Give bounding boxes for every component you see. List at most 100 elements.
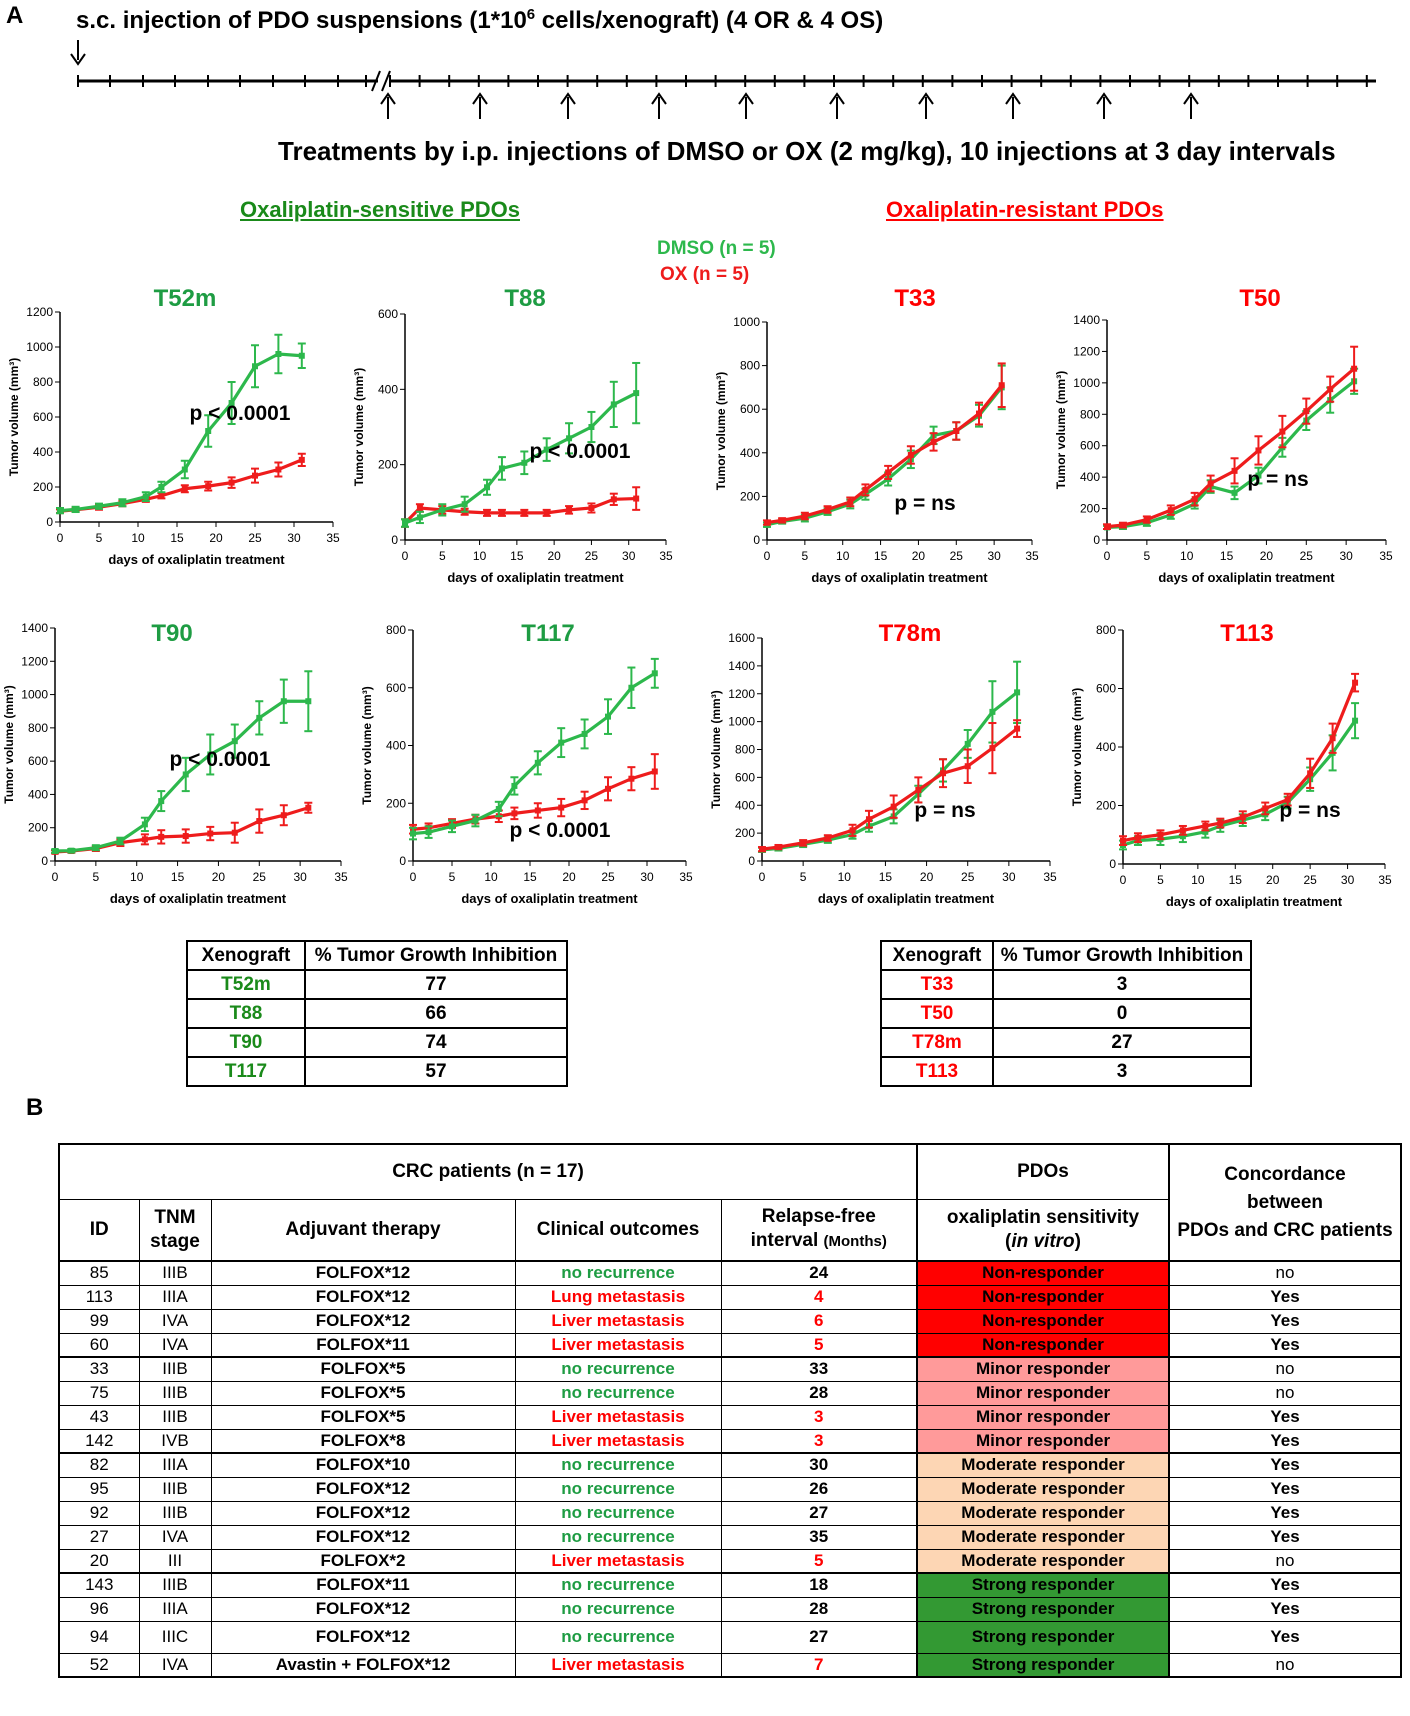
tnm-stage: IIIC	[138, 1620, 211, 1653]
concordance-line-2: between	[1246, 1191, 1324, 1213]
data-point	[628, 684, 635, 691]
chart-T52m: 0 5 10 15 20 25 30 35 0 200 400 600 800 1000 1200 days …	[7, 285, 340, 567]
p-value-annotation: p = ns	[894, 492, 955, 515]
y-axis-label: Tumor volume (mm³)	[360, 686, 374, 804]
adjuvant-therapy: FOLFOX*5	[210, 1380, 515, 1405]
series-line	[761, 691, 1019, 852]
concordance: Yes	[1168, 1284, 1402, 1309]
data-point	[1329, 735, 1336, 742]
data-point	[1303, 408, 1310, 415]
x-tick-label: 25	[248, 531, 262, 545]
clinical-outcome: Liver metastasis	[514, 1404, 721, 1429]
concordance: no	[1168, 1548, 1402, 1573]
x-tick-label: 0	[402, 549, 409, 563]
relapse-free-interval: 3	[720, 1404, 917, 1429]
chart-title: T33	[894, 285, 935, 312]
table-row: 94 IIIC FOLFOX*12 no recurrence 27 Strong res…	[58, 1620, 1402, 1653]
x-tick-label: 10	[836, 549, 850, 563]
data-point	[158, 798, 165, 805]
x-tick-label: 35	[326, 531, 340, 545]
relapse-free-interval: 24	[720, 1260, 917, 1285]
concordance: Yes	[1168, 1452, 1402, 1477]
table-row: 95 IIIB FOLFOX*12 no recurrence 26 Moderate r…	[58, 1476, 1402, 1501]
x-tick-label: 20	[562, 870, 576, 884]
data-point	[1179, 827, 1186, 834]
table-row: 96 IIIA FOLFOX*12 no recurrence 28 Strong res…	[58, 1596, 1402, 1621]
x-axis-label: days of oxaliplatin treatment	[818, 891, 995, 906]
data-point	[1351, 365, 1358, 372]
data-point	[1231, 489, 1238, 496]
adjuvant-therapy: FOLFOX*12	[210, 1308, 515, 1333]
data-point	[953, 428, 960, 434]
data-point	[847, 498, 854, 505]
data-point	[558, 804, 565, 811]
col-therapy: Adjuvant therapy	[210, 1198, 515, 1261]
xenograft-id: T113	[880, 1056, 994, 1087]
data-point	[117, 838, 124, 845]
data-point	[633, 390, 640, 397]
chart-title: T88	[504, 285, 545, 312]
y-tick-label: 400	[378, 382, 398, 396]
x-tick-label: 10	[484, 870, 498, 884]
y-tick-label: 0	[1093, 533, 1100, 547]
y-tick-label: 600	[1096, 682, 1116, 696]
series-line	[59, 352, 302, 513]
adjuvant-therapy: FOLFOX*12	[210, 1620, 515, 1653]
chart-T117: 0 5 10 15 20 25 30 35 0 200 400 600 800 days of oxali…	[360, 620, 693, 906]
chart-T113: 0 5 10 15 20 25 30 35 0 200 400 600 800 days of oxali…	[1070, 620, 1392, 909]
tnm-stage: IIIB	[138, 1500, 211, 1525]
group-pdos: PDOs	[916, 1143, 1169, 1199]
table-row: 99 IVA FOLFOX*12 Liver metastasis 6 Non-respo…	[58, 1308, 1402, 1333]
x-tick-label: 35	[1378, 873, 1392, 887]
data-point	[1207, 480, 1214, 487]
y-axis-label: Tumor volume (mm³)	[352, 368, 366, 486]
data-point	[449, 823, 455, 830]
col-sens-line-2: in vitro	[1011, 1230, 1075, 1252]
y-tick-label: 400	[740, 446, 760, 460]
data-point	[207, 830, 214, 837]
y-tick-label: 1400	[21, 621, 48, 635]
series-line	[1106, 367, 1356, 529]
patient-id: 92	[58, 1500, 139, 1525]
x-tick-label: 5	[1144, 549, 1151, 563]
data-point	[252, 363, 258, 370]
data-point	[764, 519, 770, 526]
adjuvant-therapy: FOLFOX*5	[210, 1356, 515, 1381]
data-point	[907, 451, 914, 458]
x-tick-label: 30	[293, 870, 307, 884]
data-point	[1231, 467, 1238, 474]
data-point	[1179, 833, 1186, 840]
y-tick-label: 1400	[1073, 313, 1100, 327]
y-tick-label: 400	[386, 739, 406, 753]
x-tick-label: 10	[838, 870, 852, 884]
x-tick-label: 15	[510, 549, 524, 563]
clinical-outcome: Liver metastasis	[514, 1332, 721, 1357]
patient-id: 82	[58, 1452, 139, 1477]
patient-id: 85	[58, 1260, 139, 1285]
tnm-stage: IIIA	[138, 1452, 211, 1477]
patient-id: 95	[58, 1476, 139, 1501]
patient-id: 142	[58, 1428, 139, 1453]
concordance: Yes	[1168, 1500, 1402, 1525]
series-DMSO	[1103, 367, 1359, 531]
relapse-free-interval: 35	[720, 1524, 917, 1549]
x-tick-label: 15	[171, 870, 185, 884]
data-point	[610, 401, 617, 408]
data-point	[759, 846, 765, 853]
x-tick-label: 5	[449, 870, 456, 884]
tgi-value: 0	[992, 998, 1252, 1029]
table-row: 20 III FOLFOX*2 Liver metastasis 5 Moderate r…	[58, 1548, 1402, 1573]
pdo-response: Non-responder	[916, 1332, 1169, 1357]
concordance: no	[1168, 1356, 1402, 1381]
x-tick-label: 10	[1180, 549, 1194, 563]
concordance: Yes	[1168, 1308, 1402, 1333]
clinical-outcome: Liver metastasis	[514, 1652, 721, 1678]
data-point	[1217, 820, 1224, 827]
data-point	[425, 829, 432, 836]
relapse-free-interval: 5	[720, 1548, 917, 1573]
tnm-stage: IIIB	[138, 1476, 211, 1501]
patient-rows: 85 IIIB FOLFOX*12 no recurrence 24 Non-respon…	[58, 1260, 1402, 1678]
data-point	[158, 492, 165, 499]
injection-arrow-icon	[70, 53, 86, 66]
tnm-stage: IIIA	[138, 1596, 211, 1621]
